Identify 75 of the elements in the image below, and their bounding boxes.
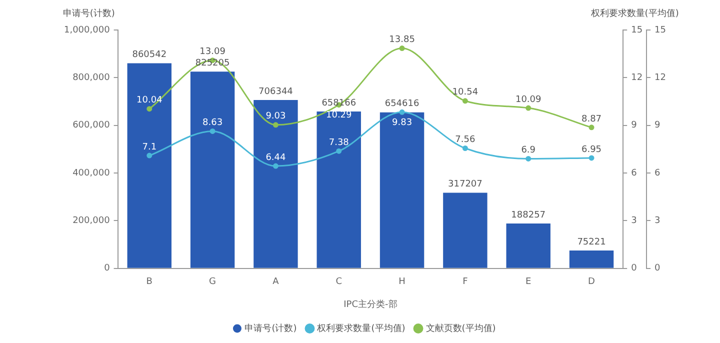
point xyxy=(146,152,152,158)
point xyxy=(336,148,342,154)
bar xyxy=(190,72,235,268)
data-label: 13.09 xyxy=(200,47,226,58)
data-label: 317207 xyxy=(448,180,482,190)
y2-tick-label: 0 xyxy=(631,264,638,274)
y3-tick-label: 12 xyxy=(654,73,666,84)
y3-tick-label: 0 xyxy=(654,264,661,274)
data-label: 7.38 xyxy=(328,138,350,148)
y-tick-label: 0 xyxy=(104,264,110,274)
point xyxy=(399,46,405,52)
data-label: 8.87 xyxy=(581,114,602,124)
bar xyxy=(254,100,298,268)
legend-label: 权利要求数量(平均值) xyxy=(316,322,406,334)
bar xyxy=(569,250,614,268)
y2-tick-label: 12 xyxy=(631,73,643,84)
bar xyxy=(380,112,424,268)
data-label: 7.56 xyxy=(455,135,476,146)
point xyxy=(526,156,532,162)
data-label: 10.54 xyxy=(452,88,478,98)
point xyxy=(146,106,152,112)
y2-tick-label: 15 xyxy=(631,25,643,36)
y-axis-title: 申请号(计数) xyxy=(62,8,115,19)
bar xyxy=(443,192,488,268)
legend-label: 申请号(计数) xyxy=(244,322,297,334)
data-label: 706344 xyxy=(258,86,294,97)
y-tick-label: 400,000 xyxy=(72,168,110,178)
y3-tick-label: 9 xyxy=(654,120,661,131)
y2-axis-title: 权利要求数量(平均值) xyxy=(590,8,679,19)
y3-tick-label: 3 xyxy=(654,216,660,226)
bar xyxy=(127,63,172,268)
data-label: 6.95 xyxy=(581,144,602,155)
y-tick-label: 1,000,000 xyxy=(64,25,110,36)
x-tick-label: H xyxy=(398,277,406,288)
x-tick-label: E xyxy=(526,277,532,288)
x-tick-label: F xyxy=(462,277,468,288)
data-label: 10.09 xyxy=(515,94,542,105)
data-label: 6.44 xyxy=(266,152,286,163)
x-tick-label: B xyxy=(146,277,152,288)
x-tick-label: C xyxy=(336,277,342,288)
point xyxy=(588,155,594,161)
data-label: 13.85 xyxy=(389,35,415,46)
data-label: 8.63 xyxy=(202,118,223,128)
data-label: 9.03 xyxy=(266,112,286,122)
point xyxy=(210,128,216,134)
point xyxy=(272,163,278,169)
y2-tick-label: 3 xyxy=(631,216,637,226)
point xyxy=(272,122,278,128)
bar xyxy=(316,111,361,268)
data-label: 6.9 xyxy=(521,146,536,156)
y-tick-label: 600,000 xyxy=(72,120,110,131)
y3-tick-label: 15 xyxy=(654,25,666,36)
x-tick-label: A xyxy=(272,277,280,288)
x-axis-title: IPC主分类-部 xyxy=(344,298,398,310)
y-tick-label: 200,000 xyxy=(72,216,110,226)
point xyxy=(462,98,468,104)
data-label: 188257 xyxy=(511,210,546,220)
point xyxy=(399,109,405,115)
data-label: 10.04 xyxy=(136,96,163,106)
point xyxy=(462,145,468,151)
data-label: 7.1 xyxy=(142,142,157,152)
data-label: 860542 xyxy=(132,50,167,60)
bar xyxy=(506,224,550,268)
y2-tick-label: 6 xyxy=(631,168,638,178)
y3-tick-label: 6 xyxy=(654,168,661,178)
point xyxy=(588,124,594,130)
data-label: 654616 xyxy=(384,99,420,110)
legend-label: 文献页数(平均值) xyxy=(426,322,496,334)
data-label: 9.83 xyxy=(392,118,412,128)
x-tick-label: G xyxy=(209,277,216,288)
x-tick-label: D xyxy=(588,277,596,288)
y-tick-label: 800,000 xyxy=(72,73,110,84)
data-label: 75221 xyxy=(577,237,606,248)
y2-tick-label: 9 xyxy=(631,120,638,131)
point xyxy=(526,105,532,111)
